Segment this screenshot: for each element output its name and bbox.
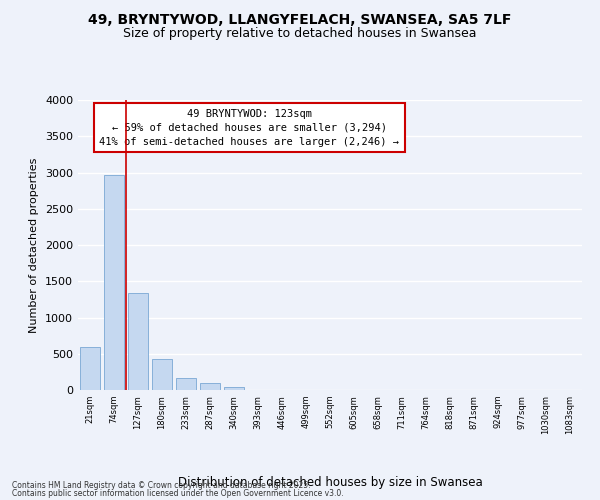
X-axis label: Distribution of detached houses by size in Swansea: Distribution of detached houses by size …	[178, 476, 482, 488]
Bar	[128, 293, 148, 390]
Text: Contains public sector information licensed under the Open Government Licence v3: Contains public sector information licen…	[12, 488, 344, 498]
Y-axis label: Number of detached properties: Number of detached properties	[29, 158, 40, 332]
Bar	[176, 378, 196, 390]
Bar	[224, 386, 244, 390]
Text: Contains HM Land Registry data © Crown copyright and database right 2025.: Contains HM Land Registry data © Crown c…	[12, 481, 311, 490]
Bar	[200, 384, 220, 390]
Text: 49 BRYNTYWOD: 123sqm
← 59% of detached houses are smaller (3,294)
41% of semi-de: 49 BRYNTYWOD: 123sqm ← 59% of detached h…	[100, 108, 400, 146]
Bar	[104, 174, 124, 390]
Bar	[152, 359, 172, 390]
Text: Size of property relative to detached houses in Swansea: Size of property relative to detached ho…	[123, 28, 477, 40]
Bar	[80, 346, 100, 390]
Text: 49, BRYNTYWOD, LLANGYFELACH, SWANSEA, SA5 7LF: 49, BRYNTYWOD, LLANGYFELACH, SWANSEA, SA…	[88, 12, 512, 26]
